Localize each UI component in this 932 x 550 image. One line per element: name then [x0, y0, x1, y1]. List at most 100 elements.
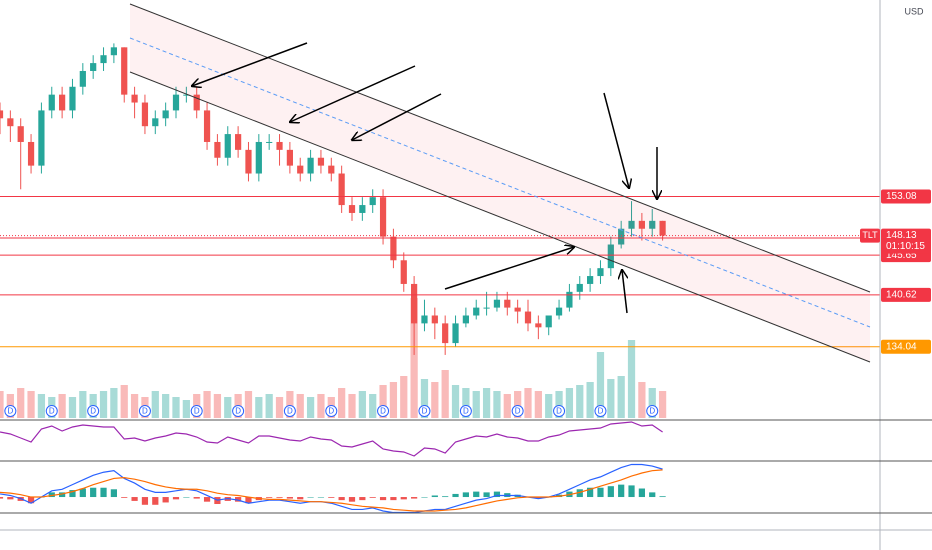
- candle-body: [421, 315, 428, 324]
- dividend-marker: [232, 405, 245, 417]
- volume-bar: [27, 391, 35, 418]
- macd-histogram-bar: [338, 497, 345, 501]
- dividend-label: D: [194, 407, 200, 416]
- dividend-marker: [459, 405, 472, 417]
- dividend-marker: [594, 405, 607, 417]
- volume-bar: [369, 394, 377, 418]
- candle-body: [545, 315, 552, 328]
- candle-body: [483, 307, 490, 309]
- candle-body: [442, 323, 449, 344]
- volume-bar: [224, 397, 232, 418]
- arrow: [352, 93, 442, 140]
- macd-histogram-bar: [473, 491, 480, 498]
- volume-bar: [379, 385, 387, 418]
- candle-body: [162, 110, 169, 119]
- candle-body: [514, 307, 521, 312]
- candle-body: [27, 141, 35, 166]
- dividend-label: D: [235, 407, 241, 416]
- macd-histogram-bar: [638, 488, 645, 498]
- candle-body: [369, 197, 376, 206]
- labels: USD DDDDDDDDDDDDDDD153.08147.83145.65140…: [7, 6, 931, 416]
- volume-bar: [17, 388, 25, 418]
- volume-bar: [58, 394, 66, 418]
- candle-body: [38, 110, 45, 166]
- macd-histogram-bar: [369, 497, 376, 498]
- candle-body: [79, 70, 86, 87]
- volume-bar: [400, 376, 408, 418]
- macd-histogram-bar: [48, 492, 55, 498]
- channel-lower: [129, 71, 871, 363]
- marks: [0, 43, 880, 514]
- candle-body: [203, 110, 211, 142]
- candle-body: [348, 205, 356, 213]
- volume-bar: [493, 391, 501, 418]
- volume-bar: [0, 391, 4, 418]
- dividend-marker: [283, 405, 296, 417]
- volume-bar: [420, 379, 429, 418]
- volume-bar: [617, 376, 625, 418]
- level-label: 134.04: [886, 341, 917, 352]
- dividend-marker: [138, 405, 151, 417]
- candle-body: [193, 94, 200, 111]
- candle-body: [638, 220, 645, 229]
- volume-bar: [576, 385, 584, 418]
- dividend-marker: [377, 405, 390, 417]
- level-tag: [881, 339, 931, 354]
- candle-body: [286, 149, 293, 166]
- macd-histogram-bar: [618, 484, 625, 498]
- volume-bar: [638, 382, 646, 418]
- macd-histogram-bar: [0, 497, 4, 499]
- volume-bar: [451, 385, 460, 418]
- macd-histogram-bar: [328, 497, 335, 498]
- volume-bar: [244, 391, 253, 418]
- candle-body: [493, 299, 501, 308]
- candle-body: [172, 94, 180, 111]
- macd-histogram-bar: [69, 490, 76, 498]
- macd-histogram-bar: [79, 488, 86, 498]
- candle-body: [597, 268, 604, 277]
- volume-bar: [306, 397, 315, 418]
- volume-bar: [648, 388, 656, 418]
- volume-bar: [586, 382, 594, 418]
- candle-body: [555, 307, 563, 316]
- dividend-label: D: [49, 407, 55, 416]
- macd-histogram-bar: [628, 485, 635, 498]
- macd-histogram-bar: [152, 497, 159, 505]
- volume-bar: [182, 400, 190, 418]
- candle-body: [235, 134, 242, 150]
- candle-body: [276, 141, 283, 150]
- volume-bar: [627, 340, 636, 418]
- candle-body: [297, 165, 304, 174]
- candle-body: [152, 118, 159, 127]
- dividend-label: D: [328, 407, 334, 416]
- dividend-label: D: [598, 407, 604, 416]
- candle-body: [628, 220, 635, 229]
- macd-histogram-bar: [359, 497, 366, 501]
- volume-bar: [286, 391, 294, 418]
- volume-bar: [503, 394, 511, 418]
- dividend-label: D: [90, 407, 96, 416]
- volume-bar: [317, 394, 325, 418]
- macd-histogram-bar: [162, 497, 169, 503]
- arrow: [603, 92, 629, 188]
- macd-histogram-bar: [317, 497, 325, 498]
- volume-bar: [524, 388, 532, 418]
- dividend-marker: [325, 405, 338, 417]
- candle-body: [659, 220, 666, 236]
- dividend-marker: [511, 405, 524, 417]
- last-price-tag: [881, 228, 931, 254]
- candle-body: [649, 220, 656, 229]
- volume-bar: [130, 394, 139, 418]
- candle-body: [359, 205, 366, 213]
- macd-histogram-bar: [400, 497, 407, 500]
- candle-body: [535, 323, 542, 328]
- volume-bar: [213, 394, 222, 418]
- macd-histogram-bar: [379, 497, 387, 501]
- macd-histogram-bar: [607, 486, 614, 498]
- volume-bar: [172, 397, 180, 418]
- volume-bar: [472, 391, 480, 418]
- dividend-label: D: [422, 407, 428, 416]
- arrow: [192, 42, 308, 86]
- channel-fill: [130, 4, 870, 362]
